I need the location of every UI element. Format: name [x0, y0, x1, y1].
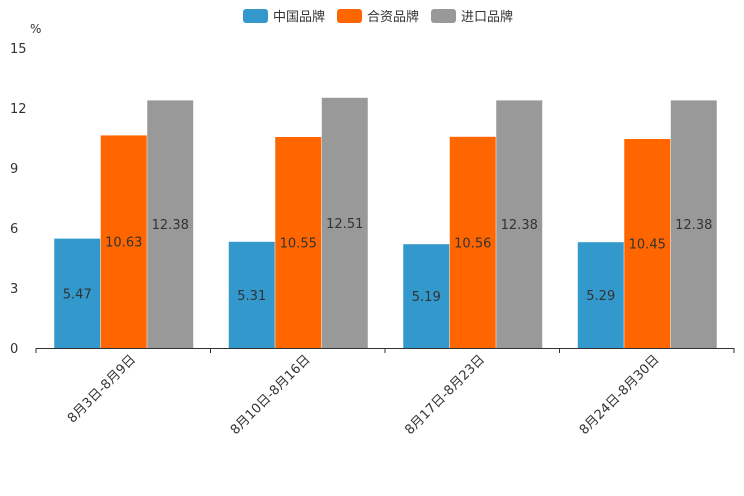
y-axis-unit: % [30, 22, 41, 36]
y-tick-label: 9 [10, 162, 18, 177]
bar-value-label: 12.38 [501, 218, 538, 233]
bar [449, 136, 496, 348]
legend-swatch [431, 9, 456, 23]
x-category-label: 8月10日-8月16日 [228, 352, 314, 438]
legend-label: 合资品牌 [367, 9, 419, 25]
legend-item-2[interactable]: 合资品牌 [337, 9, 419, 25]
bar-value-label: 12.51 [326, 217, 363, 232]
bar-value-label: 5.29 [586, 289, 615, 304]
bar-group-1: 5.47 10.63 12.38 [54, 100, 194, 349]
bar-value-label: 10.56 [454, 236, 491, 251]
bar-group-2: 5.31 10.55 12.51 [228, 97, 368, 348]
legend-swatch [337, 9, 362, 23]
y-tick-label: 3 [10, 282, 18, 297]
x-category-label: 8月17日-8月23日 [402, 352, 488, 438]
bar-group-3: 5.19 10.56 12.38 [403, 100, 543, 349]
bar-group-4: 5.29 10.45 12.38 [577, 100, 717, 349]
bar [496, 100, 543, 349]
legend-swatch [243, 9, 268, 23]
y-tick-label: 6 [10, 222, 18, 237]
legend: 中国品牌 合资品牌 进口品牌 [243, 9, 513, 25]
bar-value-label: 10.45 [629, 238, 666, 253]
y-tick-label: 15 [10, 42, 27, 57]
bar-value-label: 5.47 [63, 287, 92, 302]
bar [624, 139, 671, 348]
bar [147, 100, 194, 349]
legend-item-3[interactable]: 进口品牌 [431, 9, 513, 25]
x-axis: 8月3日-8月9日 8月10日-8月16日 8月17日-8月23日 8月24日-8月3… [35, 348, 735, 438]
bar-value-label: 10.55 [280, 237, 317, 252]
bar [54, 238, 101, 348]
bar [321, 97, 368, 348]
bar-value-label: 5.19 [412, 290, 441, 305]
y-tick-label: 12 [10, 102, 27, 117]
y-axis-ticks: 0 3 6 9 12 15 [10, 42, 27, 357]
bar-value-label: 12.38 [152, 218, 189, 233]
bar-value-label: 10.63 [105, 236, 142, 251]
bars: 5.47 10.63 12.38 5.31 10.55 12.51 5.19 10.56 12.… [54, 97, 717, 349]
legend-label: 进口品牌 [461, 9, 513, 25]
bar [275, 137, 322, 348]
bar [577, 242, 624, 348]
x-category-label: 8月3日-8月9日 [65, 352, 139, 426]
bar [670, 100, 717, 349]
bar-value-label: 12.38 [675, 218, 712, 233]
legend-item-1[interactable]: 中国品牌 [243, 9, 325, 25]
x-category-label: 8月24日-8月30日 [577, 352, 663, 438]
bar [228, 241, 275, 348]
bar-value-label: 5.31 [237, 289, 266, 304]
legend-label: 中国品牌 [273, 9, 325, 25]
bar [403, 244, 450, 348]
y-tick-label: 0 [10, 342, 18, 357]
bar [100, 135, 147, 348]
